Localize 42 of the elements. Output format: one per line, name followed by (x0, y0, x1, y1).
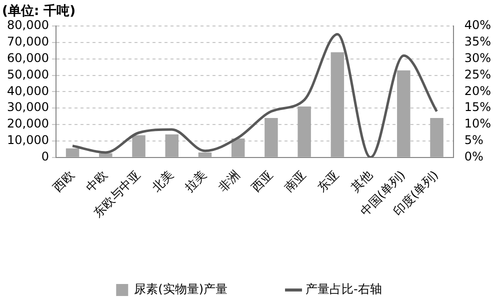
x-tick-label: 北美 (149, 168, 176, 195)
bar (99, 153, 112, 157)
bar (66, 148, 80, 157)
y-tick-label: 40,000 (6, 84, 49, 98)
x-tick-label: 西欧 (50, 168, 77, 195)
x-tick-label: 东亚 (314, 168, 342, 195)
y-axis-title: (单位: 千吨) (2, 2, 76, 20)
bar (430, 118, 444, 157)
y2-tick-label: 0% (464, 150, 484, 164)
bar (330, 52, 344, 157)
bar (198, 152, 212, 157)
y2-tick-label: 25% (464, 67, 491, 82)
y2-tick-label: 30% (464, 50, 491, 65)
x-tick-label: 非洲 (216, 168, 242, 195)
y-tick-label: 0 (41, 150, 49, 164)
x-tick-label: 中欧 (83, 168, 110, 195)
y-tick-label: 60,000 (6, 50, 49, 65)
bar (132, 135, 146, 157)
y2-tick-label: 15% (464, 100, 491, 114)
x-tick-label: 西亚 (248, 168, 276, 195)
x-tick-label: 南亚 (282, 168, 309, 195)
y-tick-label: 50,000 (6, 67, 49, 82)
bar (298, 106, 311, 157)
y-tick-label: 80,000 (6, 18, 49, 32)
bar (397, 70, 410, 157)
y2-tick-label: 35% (464, 34, 491, 49)
y-tick-label: 30,000 (6, 100, 49, 114)
y2-tick-label: 10% (464, 116, 491, 131)
x-tick-label: 其他 (348, 168, 375, 195)
line-series (71, 32, 438, 158)
y2-tick-label: 20% (464, 84, 491, 98)
y2-tick-label: 40% (464, 18, 491, 32)
bar (231, 138, 245, 157)
bar (165, 134, 178, 157)
y-tick-label: 10,000 (6, 133, 49, 148)
y-tick-label: 70,000 (6, 34, 49, 49)
legend-label: 尿素(实物量)产量 (134, 282, 228, 296)
bar (264, 118, 278, 157)
legend-label: 产量占比-右轴 (306, 282, 382, 296)
x-tick-label: 拉美 (182, 168, 210, 195)
y-tick-label: 20,000 (6, 116, 49, 131)
y2-tick-label: 5% (464, 133, 484, 148)
